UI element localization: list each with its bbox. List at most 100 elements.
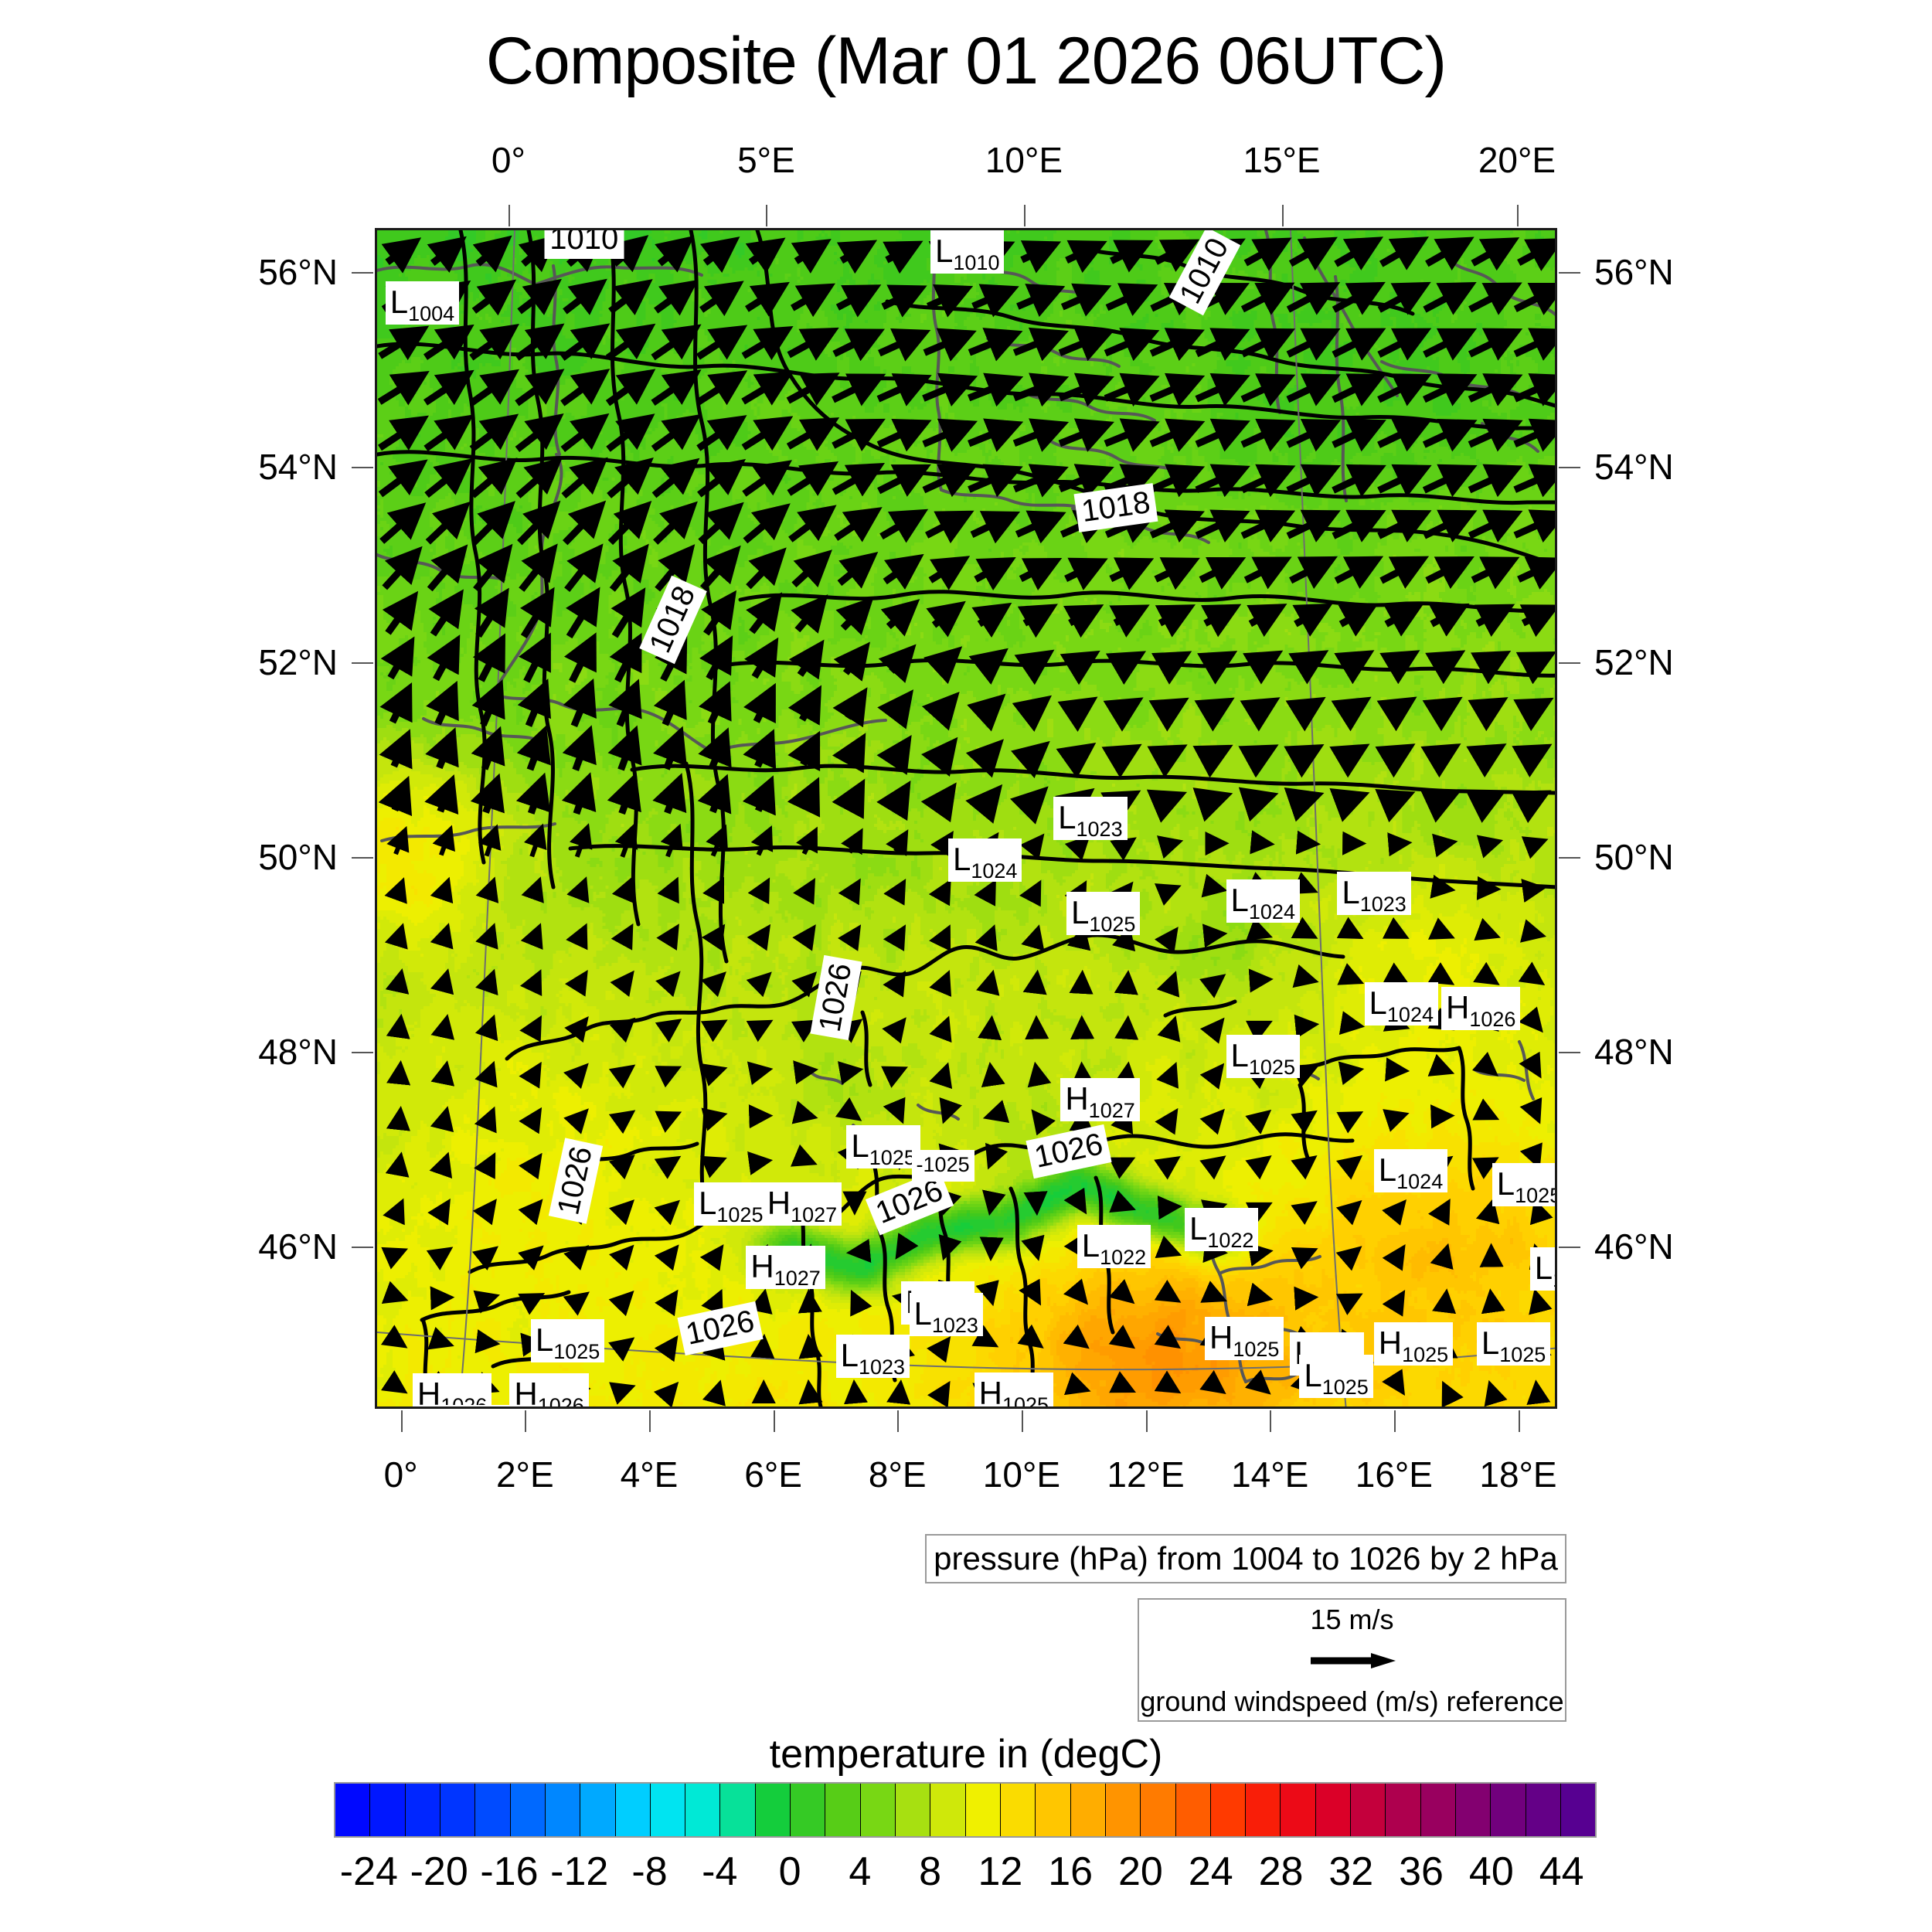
colorbar-cell — [825, 1784, 861, 1836]
pressure-center-label: L1004 — [385, 281, 460, 325]
pressure-center-type: H — [514, 1376, 538, 1409]
pressure-center-label: H1025 — [974, 1372, 1054, 1406]
pressure-legend-text: pressure (hPa) from 1004 to 1026 by 2 hP… — [934, 1540, 1558, 1577]
pressure-center-value: 1024 — [1396, 1169, 1444, 1193]
pressure-center-label: L1024 — [1373, 1148, 1448, 1193]
colorbar-tick-label: 20 — [1118, 1849, 1163, 1894]
colorbar-cell — [1000, 1784, 1036, 1836]
axis-left-tick-label: 52°N — [258, 641, 338, 682]
pressure-center-label: H1025 — [1205, 1316, 1284, 1361]
pressure-center-value: 1025 — [1402, 1343, 1449, 1367]
pressure-center-label: L1025 — [1299, 1354, 1373, 1398]
pressure-center-label: L1022 — [1184, 1208, 1259, 1253]
colorbar-tick-label: -4 — [702, 1849, 738, 1894]
pressure-center-value: 1027 — [1088, 1099, 1135, 1123]
pressure-center-label: L1024 — [1226, 879, 1300, 923]
colorbar-cell — [755, 1784, 791, 1836]
pressure-center-type: L — [913, 1295, 932, 1332]
colorbar-cell — [510, 1784, 546, 1836]
pressure-center-value: 1024 — [1248, 900, 1295, 924]
pressure-center-type: H — [1209, 1318, 1233, 1355]
pressure-center-value: 102 — [1553, 1268, 1555, 1291]
pressure-center-type: L — [1481, 1325, 1500, 1362]
pressure-center-label: H1026 — [1441, 987, 1521, 1031]
pressure-center-value: 1025 — [716, 1202, 764, 1226]
pressure-center-value: 1004 — [408, 301, 455, 325]
colorbar-cell — [1560, 1784, 1596, 1836]
colorbar-cell — [440, 1784, 476, 1836]
colorbar-tick-label: -8 — [631, 1849, 668, 1894]
pressure-center-type: L — [1230, 882, 1249, 919]
colorbar-title: temperature in (degC) — [769, 1732, 1163, 1777]
axis-left-tick-label: 54°N — [258, 447, 338, 488]
colorbar-cell — [1070, 1784, 1106, 1836]
pressure-center-type: L — [1369, 985, 1387, 1022]
pressure-center-label: H1026 — [509, 1373, 589, 1409]
pressure-center-type: L — [1070, 893, 1090, 930]
tick-mark-bottom — [400, 1410, 403, 1432]
tick-mark-left — [352, 272, 373, 274]
pressure-center-label: L1025 — [1226, 1034, 1300, 1078]
pressure-center-type: L — [851, 1128, 869, 1165]
pressure-center-value: 1022 — [1100, 1245, 1147, 1269]
colorbar-tick-label: 40 — [1468, 1849, 1514, 1894]
colorbar-tick-label: 36 — [1399, 1849, 1444, 1894]
pressure-center-label: H1027 — [746, 1246, 825, 1290]
colorbar-cell — [475, 1784, 511, 1836]
axis-left-tick-label: 56°N — [258, 252, 338, 293]
axis-right-tick-label: 54°N — [1594, 447, 1674, 488]
pressure-center-label: L1022 — [1077, 1224, 1151, 1269]
pressure-center-value: 1025 — [1089, 912, 1136, 936]
colorbar-tick-label: 24 — [1188, 1849, 1233, 1894]
pressure-center-value: 1024 — [971, 859, 1018, 883]
pressure-center-value: 1027 — [791, 1202, 838, 1226]
pressure-center-label: H1027 — [1060, 1078, 1140, 1123]
colorbar-tick-label: 4 — [849, 1849, 872, 1894]
tick-mark-bottom — [648, 1410, 651, 1432]
pressure-center-label: L1025 — [694, 1182, 768, 1226]
tick-mark-left — [352, 467, 373, 469]
colorbar-tick-label: 32 — [1328, 1849, 1374, 1894]
pressure-center-type: H — [1378, 1325, 1403, 1362]
colorbar-tick-label: -12 — [550, 1849, 609, 1894]
pressure-center-type: L — [1534, 1249, 1553, 1286]
pressure-center-label: H1026 — [412, 1373, 492, 1406]
tick-mark-right — [1559, 1246, 1580, 1248]
pressure-center-type: L — [1378, 1151, 1397, 1188]
colorbar-cell — [1315, 1784, 1352, 1836]
pressure-center-value: 1025 — [1233, 1337, 1280, 1361]
pressure-center-value: 1022 — [1207, 1229, 1254, 1253]
pressure-center-label: L102 — [1529, 1247, 1555, 1291]
temperature-colorbar[interactable] — [334, 1782, 1597, 1838]
axis-bottom-tick-label: 12°E — [1107, 1454, 1185, 1495]
colorbar-cell — [1420, 1784, 1456, 1836]
isobar-label: 1010 — [544, 230, 624, 260]
tick-mark-right — [1559, 856, 1580, 859]
colorbar-cell — [335, 1784, 371, 1836]
tick-mark-right — [1559, 272, 1580, 274]
axis-right-tick-label: 46°N — [1594, 1226, 1674, 1267]
tick-mark-bottom — [1393, 1410, 1396, 1432]
pressure-center-type: H — [1446, 989, 1470, 1026]
axis-left-tick-label: 48°N — [258, 1031, 338, 1072]
pressure-center-type: L — [449, 1407, 467, 1409]
axis-left-tick-label: 46°N — [258, 1226, 338, 1267]
tick-mark-bottom — [1270, 1410, 1272, 1432]
tick-mark-bottom — [1518, 1410, 1520, 1432]
pressure-center-type: L — [1189, 1210, 1208, 1247]
weather-map-panel[interactable]: 1010 1010 1018 1018 1026 1026 1026 1026 1026 L10… — [375, 228, 1557, 1409]
axis-bottom-tick-label: 8°E — [868, 1454, 927, 1495]
pressure-center-type: L — [1496, 1165, 1515, 1202]
pressure-center-type: H — [750, 1248, 774, 1285]
tick-mark-left — [352, 856, 373, 859]
pressure-center-type: L — [389, 283, 409, 320]
pressure-center-type: L — [1304, 1356, 1322, 1393]
tick-mark-bottom — [773, 1410, 775, 1432]
colorbar-cell — [965, 1784, 1001, 1836]
colorbar-cell — [650, 1784, 686, 1836]
pressure-center-type: L — [840, 1336, 859, 1373]
pressure-center-label: L1025 — [1476, 1322, 1551, 1366]
pressure-center-value: 1023 — [931, 1314, 978, 1338]
colorbar-cell — [405, 1784, 440, 1836]
pressure-center-type: H — [767, 1184, 791, 1221]
